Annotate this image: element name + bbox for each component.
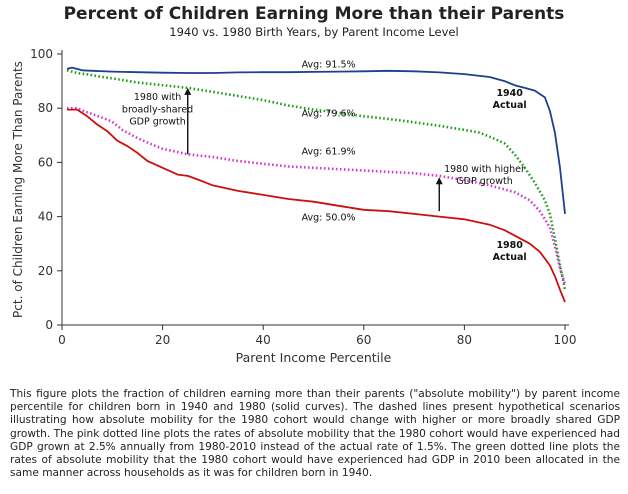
annotation-label: Actual bbox=[493, 100, 527, 111]
x-tick-label: 100 bbox=[554, 333, 577, 347]
y-tick-label: 100 bbox=[30, 47, 53, 61]
x-tick-label: 0 bbox=[58, 333, 66, 347]
chart-title: Percent of Children Earning More than th… bbox=[63, 4, 565, 24]
y-tick-label: 0 bbox=[45, 318, 53, 332]
annotation-label: 1940 bbox=[496, 88, 523, 99]
annotation-label: broadly-shared bbox=[122, 104, 193, 115]
annotation-label: Actual bbox=[493, 252, 527, 263]
annotations: Avg: 91.5% Avg: 79.6% Avg: 61.9% Avg: 50.0%… bbox=[122, 60, 527, 263]
annotation-label: 1980 with higher bbox=[444, 164, 525, 175]
y-tick-label: 80 bbox=[38, 101, 53, 115]
x-tick-label: 80 bbox=[457, 333, 472, 347]
x-tick-label: 40 bbox=[256, 333, 271, 347]
annotation-label: GDP growth bbox=[456, 176, 512, 187]
series-line-1980-with-higher-gdp-growth bbox=[67, 106, 567, 285]
annotation-label: Avg: 50.0% bbox=[302, 213, 356, 224]
series-line-1980-actual bbox=[67, 108, 566, 303]
axes: 0 20 40 60 80 100 0 20 40 60 80 100 Parent Income Pe… bbox=[11, 47, 576, 365]
y-tick-label: 20 bbox=[38, 264, 53, 278]
y-tick-label: 40 bbox=[38, 210, 53, 224]
chart-subtitle: 1940 vs. 1980 Birth Years, by Parent Inc… bbox=[169, 25, 459, 39]
y-tick-label: 60 bbox=[38, 155, 53, 169]
series-line-1940-actual bbox=[66, 66, 566, 214]
annotation-arrowhead bbox=[435, 177, 443, 185]
annotation-label: Avg: 91.5% bbox=[302, 60, 356, 71]
annotation-label: Avg: 61.9% bbox=[302, 146, 356, 157]
annotation-arrowhead bbox=[184, 87, 192, 95]
x-axis-label: Parent Income Percentile bbox=[236, 350, 392, 365]
figure-caption: This figure plots the fraction of childr… bbox=[10, 388, 620, 480]
series-line-1980-with-broadly-shared-gdp-growth bbox=[66, 69, 567, 291]
series-lines bbox=[66, 66, 567, 303]
y-axis-label: Pct. of Children Earning More Than Paren… bbox=[11, 61, 25, 318]
mobility-line-chart: 0 20 40 60 80 100 0 20 40 60 80 100 Parent Income Pe… bbox=[11, 47, 576, 365]
annotation-label: Avg: 79.6% bbox=[302, 108, 356, 119]
x-tick-label: 20 bbox=[155, 333, 170, 347]
annotation-label: 1980 bbox=[496, 240, 523, 251]
annotation-label: 1980 with bbox=[134, 92, 181, 103]
x-tick-label: 60 bbox=[356, 333, 371, 347]
annotation-label: GDP growth bbox=[129, 116, 185, 127]
